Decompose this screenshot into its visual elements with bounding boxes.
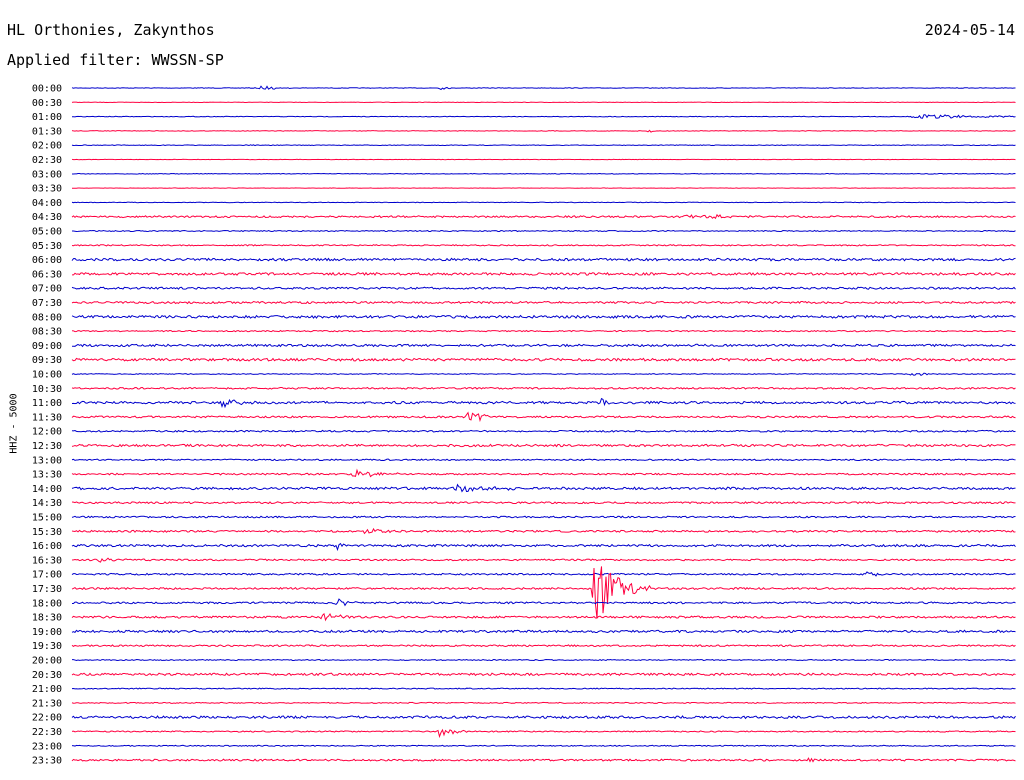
row-time-label: 13:30 — [32, 470, 62, 481]
trace-line — [71, 372, 1016, 376]
trace-line — [72, 271, 1016, 276]
row-time-label: 07:00 — [32, 284, 62, 295]
row-time-label: 06:30 — [32, 269, 62, 280]
trace-line — [71, 701, 1016, 704]
trace-line — [71, 229, 1016, 233]
row-time-label: 07:30 — [32, 298, 62, 309]
row-time-label: 04:00 — [32, 198, 62, 209]
trace-line — [71, 429, 1016, 433]
row-time-label: 23:30 — [32, 756, 62, 767]
row-time-label: 22:30 — [32, 727, 62, 738]
row-time-label: 14:30 — [32, 498, 62, 509]
trace-line — [71, 314, 1016, 319]
trace-line — [71, 571, 1016, 577]
row-time-label: 09:00 — [32, 341, 62, 352]
trace-line — [71, 244, 1016, 247]
row-time-label: 23:00 — [32, 741, 62, 752]
row-time-label: 18:00 — [32, 598, 62, 609]
trace-line — [71, 343, 1016, 348]
trace-line — [71, 687, 1016, 690]
trace-line — [71, 757, 1016, 763]
row-time-label: 10:00 — [32, 370, 62, 381]
trace-line — [71, 201, 1016, 204]
row-time-label: 04:30 — [32, 212, 62, 223]
trace-line — [71, 114, 1016, 119]
trace-line — [71, 257, 1016, 262]
trace-line — [71, 144, 1016, 147]
trace-line — [71, 458, 1016, 462]
row-time-label: 20:00 — [32, 656, 62, 667]
row-time-label: 11:00 — [32, 398, 62, 409]
trace-line — [71, 129, 1016, 133]
trace-line — [71, 515, 1016, 519]
trace-line — [71, 411, 1016, 423]
trace-line — [71, 286, 1016, 290]
trace-line — [71, 612, 1016, 622]
row-time-label: 19:00 — [32, 627, 62, 638]
trace-line — [71, 213, 1016, 220]
trace-line — [71, 658, 1016, 662]
row-time-label: 09:30 — [32, 355, 62, 366]
row-time-label: 02:00 — [32, 141, 62, 152]
row-time-label: 08:30 — [32, 327, 62, 338]
row-time-label: 03:30 — [32, 184, 62, 195]
row-time-label: 16:30 — [32, 555, 62, 566]
row-time-label: 16:00 — [32, 541, 62, 552]
row-time-label: 08:00 — [32, 312, 62, 323]
trace-line — [71, 557, 1016, 563]
date-label: 2024-05-14 — [924, 21, 1015, 39]
row-time-label: 22:00 — [32, 713, 62, 724]
trace-line — [71, 468, 1016, 478]
row-time-label: 01:30 — [32, 126, 62, 137]
trace-line — [71, 300, 1016, 305]
row-time-label: 21:30 — [32, 698, 62, 709]
row-time-label: 13:00 — [32, 455, 62, 466]
row-time-label: 03:00 — [32, 169, 62, 180]
trace-line — [71, 527, 1016, 535]
trace-line — [71, 501, 1016, 505]
row-time-label: 06:00 — [32, 255, 62, 266]
row-time-label: 01:00 — [32, 112, 62, 123]
row-time-label: 12:30 — [32, 441, 62, 452]
row-time-label: 17:00 — [32, 570, 62, 581]
trace-line — [71, 443, 1016, 448]
trace-line — [71, 715, 1016, 720]
trace-line — [71, 728, 1016, 739]
row-time-label: 15:00 — [32, 513, 62, 524]
station-title: HL Orthonies, Zakynthos — [7, 21, 215, 39]
trace-line — [71, 483, 1016, 493]
row-time-label: 21:00 — [32, 684, 62, 695]
trace-line — [71, 672, 1016, 677]
trace-line — [71, 644, 1016, 648]
row-time-label: 11:30 — [32, 412, 62, 423]
row-time-label: 05:30 — [32, 241, 62, 252]
row-time-label: 18:30 — [32, 613, 62, 624]
row-time-label: 10:30 — [32, 384, 62, 395]
row-time-label: 20:30 — [32, 670, 62, 681]
trace-line — [71, 629, 1016, 634]
trace-line — [71, 598, 1016, 607]
row-time-label: 00:00 — [32, 84, 62, 95]
row-time-label: 00:30 — [32, 98, 62, 109]
trace-line — [71, 386, 1016, 390]
row-time-label: 15:30 — [32, 527, 62, 538]
trace-line — [71, 397, 1016, 409]
filter-label: Applied filter: WWSSN-SP — [7, 51, 224, 69]
trace-line — [71, 542, 1016, 552]
row-time-label: 02:30 — [32, 155, 62, 166]
row-time-label: 12:00 — [32, 427, 62, 438]
trace-line — [71, 357, 1016, 362]
trace-line — [71, 85, 1016, 91]
trace-line — [71, 172, 1016, 175]
row-time-label: 14:00 — [32, 484, 62, 495]
row-time-label: 05:00 — [32, 227, 62, 238]
trace-line — [71, 566, 1016, 619]
row-time-label: 17:30 — [32, 584, 62, 595]
trace-line — [71, 329, 1016, 333]
row-time-label: 19:30 — [32, 641, 62, 652]
trace-line — [71, 744, 1016, 747]
